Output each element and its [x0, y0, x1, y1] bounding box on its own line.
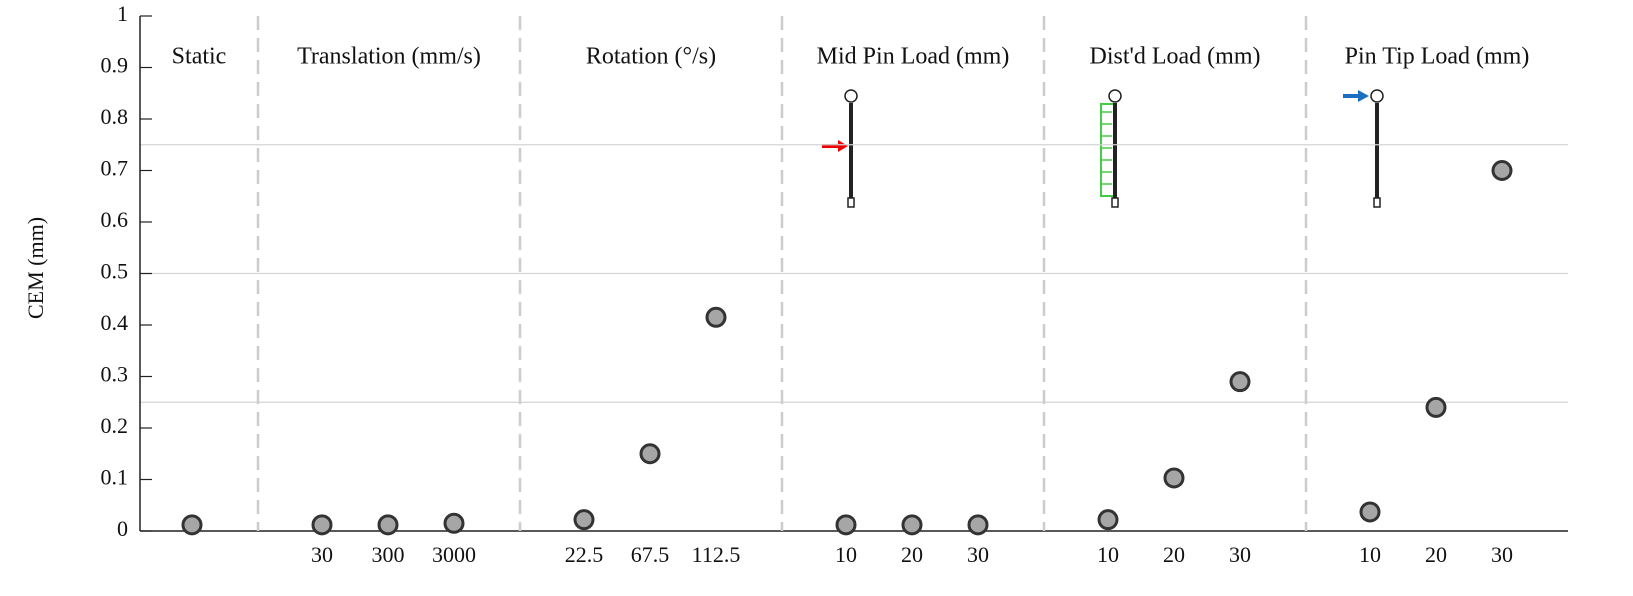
y-tick-label: 0.7: [101, 156, 129, 181]
x-tick-label: 10: [1359, 542, 1381, 567]
point: [1491, 160, 1513, 181]
point: [705, 306, 727, 328]
point: [443, 512, 465, 534]
point: [181, 514, 203, 536]
point: [311, 514, 333, 536]
group-title: Translation (mm/s): [297, 44, 481, 70]
pin-icon-distributed: [1100, 89, 1122, 208]
x-tick-label: 3000: [432, 542, 476, 567]
point: [573, 509, 595, 531]
point: [835, 514, 857, 536]
group-title: Pin Tip Load (mm): [1345, 44, 1530, 70]
x-tick-label: 30: [311, 542, 333, 567]
y-tick-label: 0.6: [101, 207, 129, 232]
y-tick-label: 0.3: [101, 362, 129, 387]
y-tick-label: 0.2: [101, 413, 129, 438]
group-title: Mid Pin Load (mm): [817, 44, 1010, 70]
y-tick-label: 0.4: [101, 310, 129, 335]
pin-icon-tip: [1343, 89, 1384, 208]
point: [1359, 501, 1381, 523]
point: [1097, 509, 1119, 531]
x-tick-label: 22.5: [565, 542, 604, 567]
point: [1425, 396, 1447, 418]
point: [1229, 371, 1251, 393]
y-tick-label: 0.8: [101, 104, 129, 129]
x-tick-label: 20: [901, 542, 923, 567]
group-title: Rotation (°/s): [586, 44, 716, 70]
point: [639, 443, 661, 465]
x-tick-label: 10: [1097, 542, 1119, 567]
x-tick-label: 67.5: [631, 542, 670, 567]
y-axis-label: CEM (mm): [23, 217, 48, 319]
point: [1163, 467, 1185, 489]
x-tick-label: 30: [1229, 542, 1251, 567]
y-tick-label: 0.5: [101, 259, 129, 284]
y-tick-label: 0: [117, 516, 128, 541]
group-title: Static: [172, 44, 227, 70]
x-tick-label: 112.5: [692, 542, 741, 567]
x-tick-label: 10: [835, 542, 857, 567]
point: [967, 514, 989, 536]
x-tick-label: 20: [1425, 542, 1447, 567]
y-tick-label: 0.1: [101, 465, 129, 490]
pin-icon-mid: [822, 89, 858, 208]
point: [377, 514, 399, 536]
x-tick-label: 30: [967, 542, 989, 567]
y-tick-label: 0.9: [101, 53, 129, 78]
x-tick-label: 300: [372, 542, 405, 567]
x-tick-label: 30: [1491, 542, 1513, 567]
y-tick-label: 1: [117, 1, 128, 26]
point: [901, 514, 923, 536]
x-tick-label: 20: [1163, 542, 1185, 567]
group-title: Dist'd Load (mm): [1090, 44, 1261, 70]
